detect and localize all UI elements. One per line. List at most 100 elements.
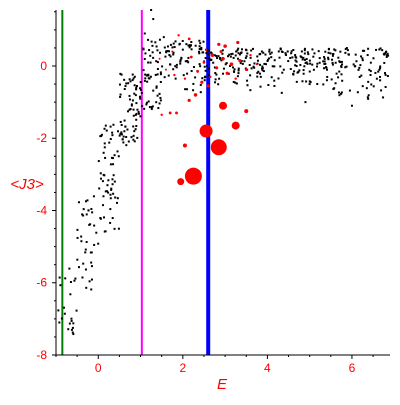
black-data-point — [354, 53, 357, 56]
black-data-point — [232, 80, 235, 83]
black-data-point — [246, 79, 249, 82]
black-data-point — [103, 142, 106, 145]
black-data-point — [296, 71, 299, 74]
black-data-point — [156, 61, 159, 64]
black-data-point — [133, 130, 136, 133]
black-data-point — [266, 60, 269, 63]
red-data-point — [183, 77, 187, 80]
black-data-point — [109, 137, 112, 140]
y-tick-label: -6 — [36, 276, 47, 290]
black-data-point — [221, 52, 224, 55]
black-data-point — [204, 57, 207, 60]
red-data-point — [168, 111, 172, 115]
black-data-point — [369, 61, 372, 64]
black-data-point — [261, 65, 264, 68]
black-data-point — [148, 106, 151, 109]
black-data-point — [135, 88, 138, 91]
black-data-point — [300, 50, 303, 53]
black-data-point — [173, 46, 176, 49]
black-data-point — [338, 61, 341, 64]
black-data-point — [270, 51, 273, 54]
black-data-point — [273, 59, 276, 62]
black-data-point — [269, 52, 272, 55]
black-data-point — [84, 251, 87, 254]
black-data-point — [172, 53, 175, 56]
black-data-point — [130, 136, 133, 139]
black-data-point — [235, 50, 238, 53]
black-data-point — [109, 125, 112, 128]
black-data-point — [259, 63, 262, 66]
black-data-point — [85, 286, 88, 289]
black-data-point — [308, 83, 311, 86]
black-data-point — [100, 177, 103, 180]
black-data-point — [102, 151, 105, 154]
black-data-point — [302, 56, 305, 59]
black-data-point — [120, 73, 123, 76]
red-data-point — [196, 70, 200, 73]
black-data-point — [127, 82, 130, 85]
black-data-point — [113, 180, 116, 183]
black-data-point — [323, 67, 326, 70]
black-data-point — [80, 235, 83, 238]
black-data-point — [185, 88, 188, 91]
black-data-point — [117, 155, 120, 158]
black-data-point — [303, 52, 306, 55]
red-data-point — [244, 109, 249, 114]
black-data-point — [337, 56, 340, 59]
black-data-point — [117, 130, 120, 133]
black-data-point — [102, 204, 105, 207]
black-data-point — [302, 72, 305, 75]
black-data-point — [150, 40, 153, 43]
black-data-point — [204, 75, 207, 78]
black-data-point — [294, 54, 297, 57]
black-data-point — [76, 258, 79, 261]
black-data-point — [303, 65, 306, 68]
black-data-point — [157, 107, 160, 110]
red-data-point — [210, 139, 227, 156]
black-data-point — [123, 130, 126, 133]
black-data-point — [106, 184, 109, 187]
black-data-point — [151, 105, 154, 108]
black-data-point — [58, 321, 61, 324]
black-data-point — [111, 178, 114, 181]
black-data-point — [206, 49, 209, 52]
black-data-point — [133, 75, 136, 78]
y-tick-label: -2 — [36, 131, 47, 145]
black-data-point — [84, 200, 87, 203]
black-data-point — [124, 125, 127, 128]
black-data-point — [88, 223, 91, 226]
black-data-point — [123, 88, 126, 91]
black-data-point — [85, 240, 88, 243]
black-data-point — [187, 61, 190, 64]
red-data-point — [182, 143, 187, 148]
black-data-point — [132, 77, 135, 80]
black-data-point — [93, 243, 96, 246]
black-data-point — [361, 85, 364, 88]
black-data-point — [112, 192, 115, 195]
black-data-point — [385, 51, 388, 54]
black-data-point — [206, 64, 209, 67]
black-data-point — [285, 53, 288, 56]
black-data-point — [140, 92, 143, 95]
black-data-point — [224, 63, 227, 66]
black-data-point — [90, 265, 93, 268]
black-data-point — [119, 93, 122, 96]
black-data-point — [184, 60, 187, 63]
red-data-point — [184, 167, 202, 185]
black-data-point — [181, 39, 184, 42]
black-data-point — [299, 55, 302, 58]
black-data-point — [111, 157, 114, 160]
black-data-point — [377, 70, 380, 73]
black-data-point — [386, 52, 389, 55]
black-data-point — [76, 228, 79, 231]
black-data-point — [118, 83, 121, 86]
black-data-point — [119, 72, 122, 75]
black-data-point — [331, 54, 334, 57]
black-data-point — [306, 51, 309, 54]
black-data-point — [133, 84, 136, 87]
black-data-point — [330, 78, 333, 81]
black-data-point — [361, 59, 364, 62]
black-data-point — [291, 56, 294, 59]
black-data-point — [292, 72, 295, 75]
